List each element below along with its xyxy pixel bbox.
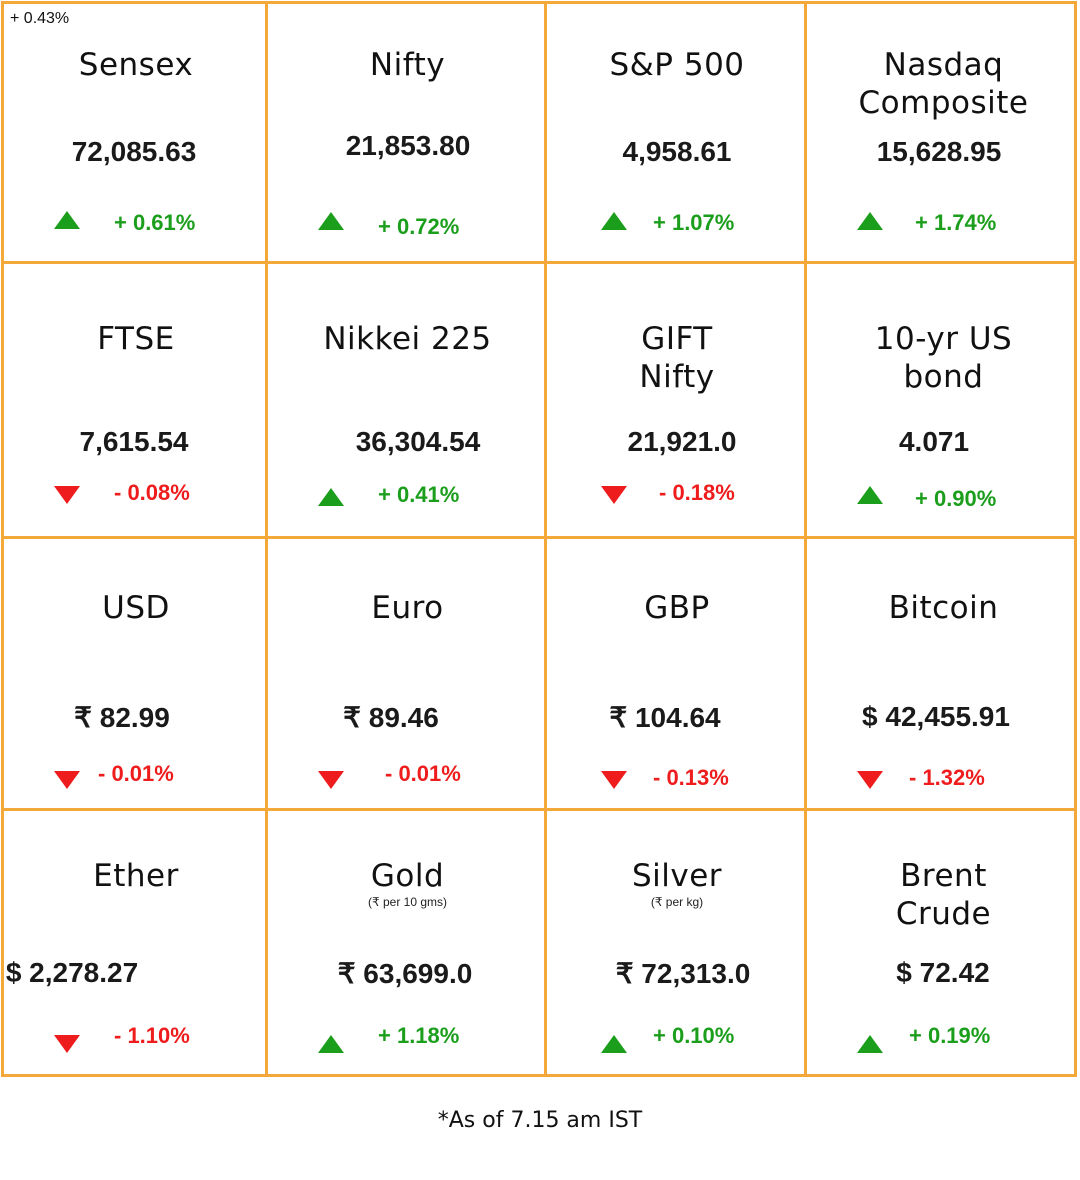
tile-title: Ether [93,858,179,894]
tile-title: Gold [370,858,445,894]
tile-change-percent: + 0.19% [909,1023,991,1048]
tile-value: $ 42,455.91 [862,701,1010,732]
market-grid: Sensex 72,085.63 + 0.61% Nifty 21,853.80 + 0.… [1,1,1077,1077]
up-triangle-icon [857,1035,883,1053]
market-tile: Nikkei 225 36,304.54 + 0.41% [268,264,547,539]
tile-title: S&P 500 [609,47,745,83]
tile-change-percent: - 1.10% [114,1023,190,1048]
market-tile: Gold (₹ per 10 gms) ₹ 63,699.0 + 1.18% [268,811,547,1077]
tile-title: Brent Crude [895,858,992,932]
tile-value: ₹ 82.99 [74,702,170,733]
tile-title: Nasdaq Composite [858,47,1029,121]
tile-value: $ 72.42 [896,957,990,988]
tile-value: 7,615.54 [79,426,189,457]
market-tile: Euro ₹ 89.46 - 0.01% [268,539,547,811]
market-tile: GBP ₹ 104.64 - 0.13% [547,539,807,811]
market-tile: Bitcoin $ 42,455.91 - 1.32% [807,539,1080,811]
tile-change-percent: + 1.18% [378,1023,460,1048]
down-triangle-icon [318,771,344,789]
tile-change-percent: - 0.08% [114,480,190,505]
market-tile: 10-yr US bond 4.071 + 0.90% [807,264,1080,539]
tile-title: Silver [631,858,723,894]
tile-value: 72,085.63 [71,136,197,167]
up-triangle-icon [318,1035,344,1053]
down-triangle-icon [857,771,883,789]
tile-change-percent: + 0.72% [378,214,460,239]
tile-title: 10-yr US bond [874,321,1013,395]
up-triangle-icon [601,212,627,230]
tile-value: 4,958.61 [622,136,732,167]
tile-value: 21,853.80 [345,130,471,161]
tile-value: ₹ 63,699.0 [337,958,473,989]
grid-divider [544,4,547,1074]
up-triangle-icon [54,211,80,229]
grid-divider [4,808,1074,811]
grid-divider [265,4,268,1074]
tile-value: 15,628.95 [876,136,1002,167]
down-triangle-icon [54,1035,80,1053]
tile-title: GBP [644,590,710,626]
up-triangle-icon [601,1035,627,1053]
tile-change-percent: + 0.61% [114,210,196,235]
tile-unit-note: (₹ per kg) [650,895,704,909]
tile-title: FTSE [97,321,175,357]
up-triangle-icon [318,488,344,506]
market-tile: Sensex 72,085.63 + 0.61% [4,4,268,264]
tile-change-percent: - 0.01% [385,761,461,786]
tile-change-percent: - 0.13% [653,765,729,790]
tile-change-percent: - 0.01% [98,761,174,786]
down-triangle-icon [601,771,627,789]
tile-value: 4.071 [898,426,970,457]
tile-value: ₹ 89.46 [343,702,439,733]
grid-divider [4,536,1074,539]
down-triangle-icon [54,486,80,504]
up-triangle-icon [857,212,883,230]
tile-change-percent: + 0.10% [653,1023,735,1048]
market-tile: GIFT Nifty 21,921.0 - 0.18% [547,264,807,539]
as-of-footnote: *As of 7.15 am IST [437,1108,643,1133]
market-tile: Ether $ 2,278.27 - 1.10% [4,811,268,1077]
tile-change-percent: + 1.07% [653,210,735,235]
tile-value: 21,921.0 [627,426,737,457]
up-triangle-icon [857,486,883,504]
down-triangle-icon [601,486,627,504]
market-tile: S&P 500 4,958.61 + 1.07% [547,4,807,264]
corner-note: + 0.43% [10,10,70,27]
market-tile: USD ₹ 82.99 - 0.01% [4,539,268,811]
tile-title: Nifty [369,47,446,83]
tile-value: ₹ 104.64 [609,702,721,733]
tile-unit-note: (₹ per 10 gms) [368,895,447,909]
tile-change-percent: + 0.90% [915,486,997,511]
tile-title: Nikkei 225 [323,321,492,357]
tile-change-percent: - 0.18% [659,480,735,505]
tile-value: $ 2,278.27 [5,957,139,988]
up-triangle-icon [318,212,344,230]
tile-value: ₹ 72,313.0 [615,958,751,989]
grid-divider [4,261,1074,264]
tile-title: Euro [371,590,444,626]
tile-title: Sensex [78,47,194,83]
market-tile: FTSE 7,615.54 - 0.08% [4,264,268,539]
market-tile: Brent Crude $ 72.42 + 0.19% [807,811,1080,1077]
tile-value: 36,304.54 [355,426,481,457]
grid-divider [804,4,807,1074]
tile-title: GIFT Nifty [639,321,715,395]
market-tile: Nifty 21,853.80 + 0.72% [268,4,547,264]
tile-change-percent: + 1.74% [915,210,997,235]
tile-change-percent: - 1.32% [909,765,985,790]
tile-title: USD [102,590,170,626]
market-tile: Nasdaq Composite 15,628.95 + 1.74% [807,4,1080,264]
tile-title: Bitcoin [888,590,999,626]
tile-change-percent: + 0.41% [378,482,460,507]
down-triangle-icon [54,771,80,789]
market-tile: Silver (₹ per kg) ₹ 72,313.0 + 0.10% [547,811,807,1077]
